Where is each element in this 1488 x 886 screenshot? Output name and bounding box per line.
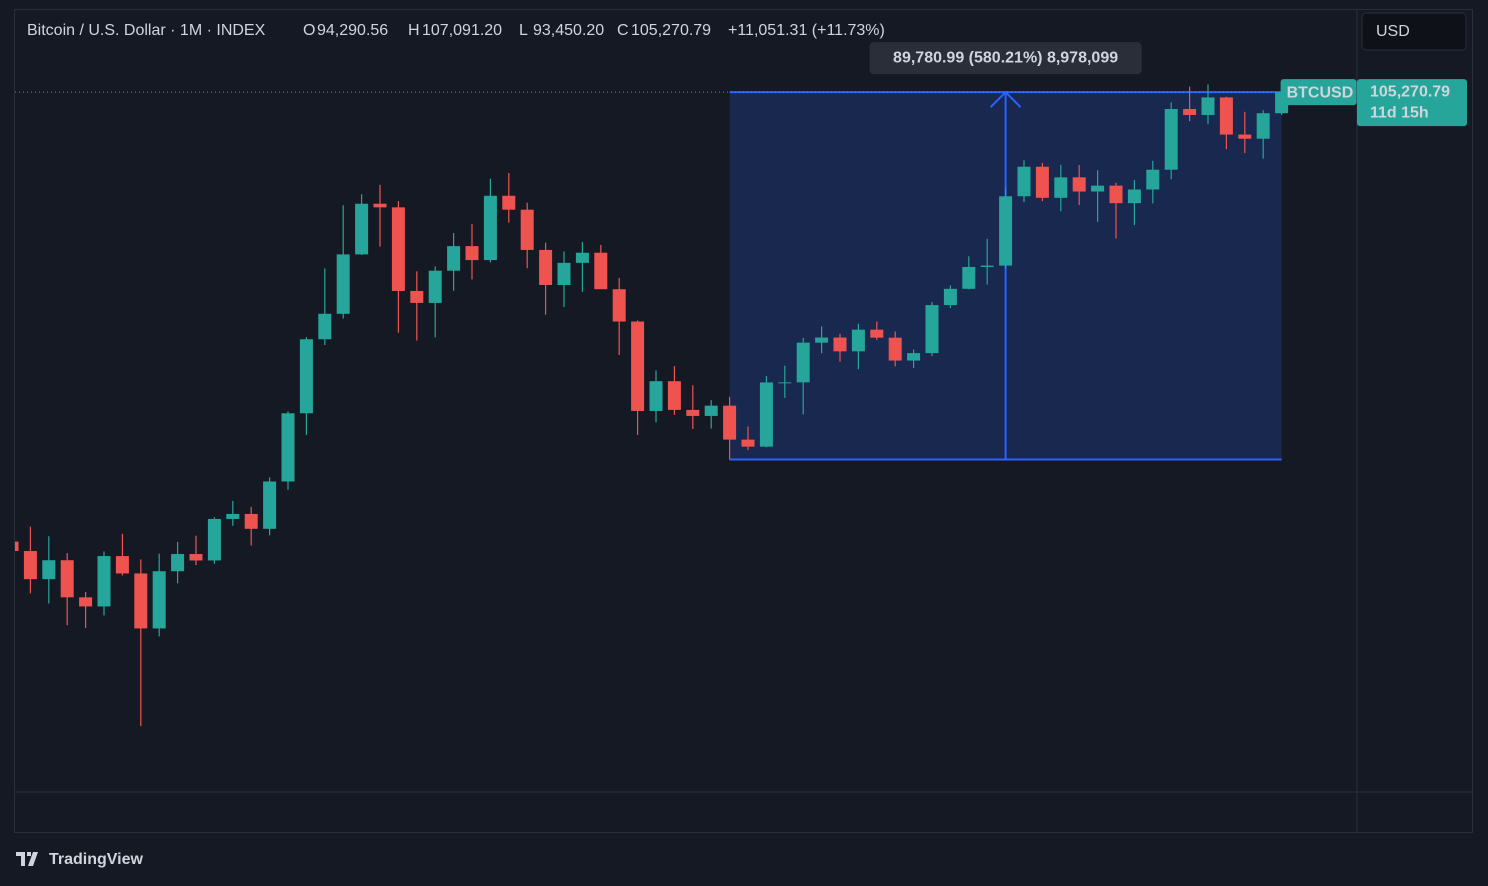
candle-body: [1219, 97, 1233, 135]
candle-body: [667, 381, 681, 410]
candle-body: [888, 337, 902, 361]
candle-body: [318, 313, 332, 340]
price-label: 105,270.79: [1370, 83, 1450, 100]
candle-body: [815, 337, 829, 343]
candle-body: [336, 254, 350, 314]
candle-body: [299, 339, 313, 414]
candle-body: [962, 266, 976, 289]
candle-body: [723, 405, 737, 440]
currency[interactable]: USD: [1376, 23, 1410, 40]
candle-body: [851, 329, 865, 352]
candle-body: [134, 573, 148, 629]
candle-body: [1017, 166, 1031, 197]
candle-body: [1072, 177, 1086, 192]
logo: [16, 852, 38, 866]
candle-body: [1091, 185, 1105, 192]
legend-key: L: [519, 22, 528, 39]
candle-body: [465, 246, 479, 261]
candle-body: [520, 209, 534, 250]
candle-body: [447, 246, 461, 271]
candle-body: [263, 481, 277, 529]
candle-body: [15, 541, 19, 552]
legend-value: 105,270.79: [631, 22, 711, 39]
candle-body: [539, 249, 553, 285]
candle-body: [355, 203, 369, 255]
candle-body: [575, 252, 589, 263]
candle-body: [281, 413, 295, 482]
price-label-bg: [1357, 79, 1467, 127]
candle-body: [152, 571, 166, 629]
candle-body: [483, 195, 497, 261]
legend-value: 94,290.56: [317, 22, 388, 39]
candle-body: [704, 405, 718, 416]
candle-body: [943, 288, 957, 306]
candle-body: [502, 195, 516, 210]
legend-value: 93,450.20: [533, 22, 604, 39]
candle-body: [980, 265, 994, 267]
candle-body: [207, 518, 221, 561]
candle-body: [741, 439, 755, 447]
countdown: 11d 15h: [1370, 104, 1429, 121]
candle-body: [631, 321, 645, 411]
plot-area: [15, 84, 1289, 727]
candle-body: [226, 513, 240, 519]
chart-frame: [14, 9, 1473, 833]
measure-arrowhead: [989, 90, 1022, 108]
currency-button[interactable]: [1361, 12, 1467, 51]
candle-body: [428, 270, 442, 303]
candle-body: [410, 290, 424, 303]
candle-body: [42, 560, 56, 580]
candle-body: [778, 382, 792, 384]
candle-body: [1035, 166, 1049, 198]
candle-body: [1109, 185, 1123, 204]
candle-body: [1127, 189, 1141, 204]
series-label: BTCUSD: [1287, 84, 1354, 101]
candle-body: [925, 305, 939, 354]
candle-body: [557, 262, 571, 285]
candle-body: [1054, 177, 1068, 198]
candle-body: [594, 252, 608, 290]
candle-body: [1146, 169, 1160, 190]
branding: TradingView: [49, 851, 144, 868]
candle-body: [1201, 97, 1215, 115]
candle-body: [373, 203, 387, 208]
candle-body: [189, 554, 203, 561]
candle-body: [391, 207, 405, 291]
candle-body: [97, 556, 111, 607]
candle-body: [1164, 108, 1178, 170]
overlay: BTCUSD 105,270.79 11d 15h 89,780.99 (580.21…: [869, 42, 1467, 127]
candle-body: [60, 560, 74, 598]
candle-body: [796, 342, 810, 383]
series-label-bg: [1280, 79, 1357, 106]
legend-value: 107,091.20: [422, 22, 502, 39]
candle-body: [999, 196, 1013, 266]
legend-key: C: [617, 22, 629, 39]
candle-body: [759, 382, 773, 447]
candle-body: [649, 381, 663, 411]
candle-body: [244, 513, 258, 529]
candle-body: [115, 556, 129, 574]
candle-body: [23, 551, 37, 580]
candle-body: [612, 289, 626, 322]
candle-body: [79, 597, 93, 607]
legend-values: O 94,290.56 H 107,091.20 L 93,450.20 C 105,270.…: [303, 22, 885, 39]
candle-body: [1183, 108, 1197, 115]
legend-title: Bitcoin / U.S. Dollar · 1M · INDEX: [27, 22, 266, 39]
measure-tooltip: 89,780.99 (580.21%) 8,978,099: [893, 49, 1118, 66]
legend-key: H: [408, 22, 420, 39]
candle-body: [686, 409, 700, 416]
measure-tooltip-bg: [869, 42, 1142, 75]
candle-body: [1238, 134, 1252, 139]
candle-body: [1256, 113, 1270, 139]
candle-body: [171, 554, 185, 572]
candle-body: [907, 353, 921, 361]
legend-change: +11,051.31 (+11.73%): [728, 22, 885, 39]
candle-body: [870, 329, 884, 338]
legend-key: O: [303, 22, 315, 39]
candle-body: [833, 337, 847, 352]
